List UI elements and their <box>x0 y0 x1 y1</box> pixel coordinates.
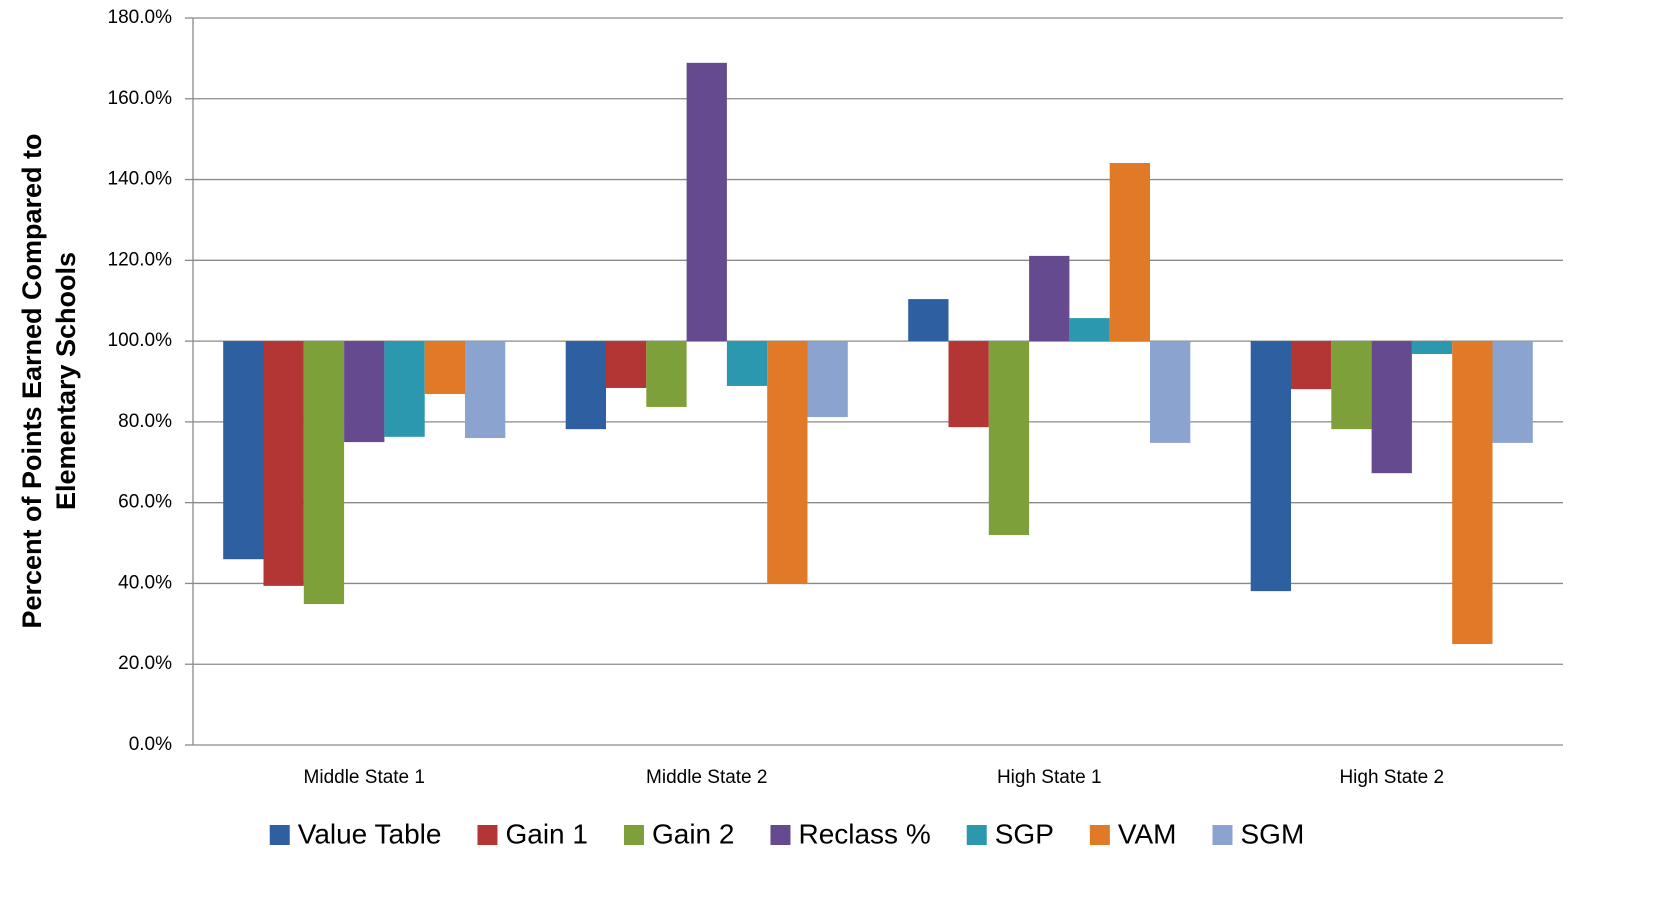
bar <box>1452 341 1493 645</box>
x-tick-label: High State 1 <box>997 767 1102 788</box>
bar <box>1069 318 1110 342</box>
bar <box>565 341 606 430</box>
bar <box>1250 341 1291 592</box>
legend-swatch <box>269 825 290 845</box>
bar <box>223 341 264 560</box>
bar <box>1109 162 1150 342</box>
y-tick-label: 60.0% <box>118 492 172 513</box>
bar <box>384 341 425 437</box>
y-tick-label: 120.0% <box>108 249 173 270</box>
bar <box>988 341 1030 535</box>
bar <box>465 341 506 439</box>
bar <box>344 341 385 443</box>
legend-label: SGM <box>1240 818 1304 849</box>
bar <box>807 341 848 418</box>
bar <box>686 62 727 342</box>
bar <box>767 341 808 584</box>
legend-label: Value Table <box>298 818 442 849</box>
y-tick-label: 80.0% <box>118 411 172 432</box>
y-axis-title: Elementary Schools <box>51 252 81 510</box>
bar <box>948 341 989 428</box>
x-tick-label: High State 2 <box>1339 767 1444 788</box>
legend-swatch <box>477 825 498 845</box>
y-tick-label: 20.0% <box>118 653 172 674</box>
bar <box>303 341 345 605</box>
bar <box>263 341 304 586</box>
legend-swatch <box>1089 825 1110 845</box>
y-tick-label: 160.0% <box>108 88 173 109</box>
legend-label: Gain 2 <box>652 818 735 849</box>
bar <box>1150 341 1191 443</box>
bar <box>1371 341 1412 474</box>
legend-label: Gain 1 <box>505 818 588 849</box>
y-tick-label: 40.0% <box>118 572 172 593</box>
x-tick-label: Middle State 2 <box>646 767 767 788</box>
legend-swatch <box>1212 825 1233 845</box>
y-axis-title: Percent of Points Earned Compared to <box>17 133 47 628</box>
y-tick-label: 0.0% <box>129 734 172 755</box>
legend-label: SGP <box>995 818 1054 849</box>
bar <box>726 341 768 386</box>
legend-label: Reclass % <box>798 818 930 849</box>
y-tick-label: 140.0% <box>108 169 173 190</box>
bar <box>1029 255 1070 342</box>
bar <box>1331 341 1372 430</box>
legend-label: VAM <box>1118 818 1177 849</box>
x-tick-label: Middle State 1 <box>304 767 425 788</box>
bar <box>606 341 647 388</box>
bar <box>1492 341 1533 443</box>
bar <box>424 341 465 395</box>
y-tick-label: 100.0% <box>108 330 173 351</box>
y-tick-label: 180.0% <box>108 7 173 28</box>
bar <box>1411 341 1453 355</box>
legend-swatch <box>966 825 987 845</box>
legend-swatch <box>623 825 644 845</box>
bar <box>1291 341 1332 390</box>
bar <box>908 299 949 342</box>
legend-swatch <box>770 825 791 845</box>
bar <box>646 341 687 407</box>
